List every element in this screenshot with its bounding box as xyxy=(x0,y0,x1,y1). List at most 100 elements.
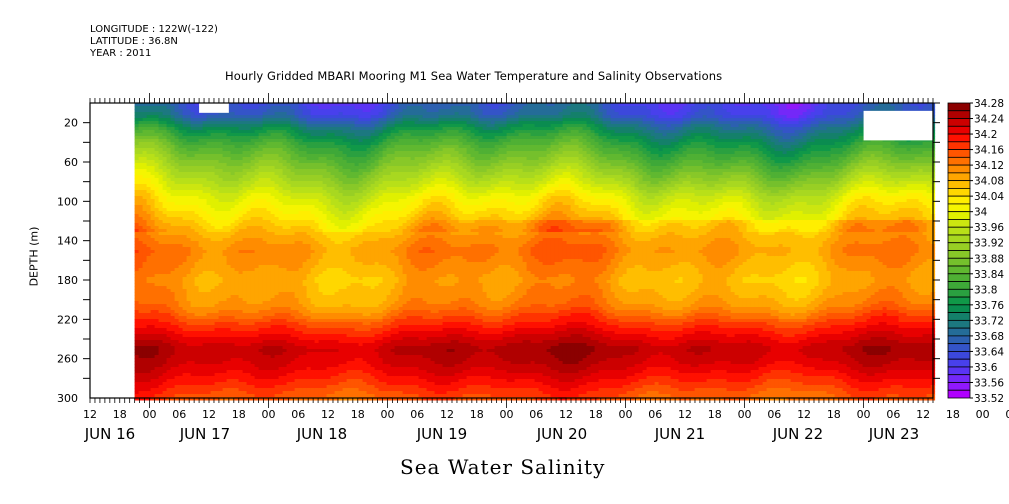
heatmap-cell xyxy=(171,256,176,260)
heatmap-cell xyxy=(259,217,264,221)
heatmap-cell xyxy=(279,121,284,125)
heatmap-cell xyxy=(175,289,180,293)
heatmap-cell xyxy=(311,148,316,152)
heatmap-cell xyxy=(295,193,300,197)
heatmap-cell xyxy=(315,247,320,251)
heatmap-cell xyxy=(243,331,248,335)
heatmap-cell xyxy=(151,283,156,287)
heatmap-cell xyxy=(227,154,232,158)
heatmap-cell xyxy=(135,355,140,359)
heatmap-cell xyxy=(219,382,224,386)
heatmap-cell xyxy=(295,358,300,362)
heatmap-cell xyxy=(167,139,172,143)
heatmap-cell xyxy=(223,175,228,179)
heatmap-cell xyxy=(171,316,176,320)
heatmap-cell xyxy=(291,358,296,362)
heatmap-cell xyxy=(175,343,180,347)
heatmap-cell xyxy=(327,166,332,170)
heatmap-cell xyxy=(167,274,172,278)
heatmap-cell xyxy=(155,157,160,161)
heatmap-cell xyxy=(163,337,168,341)
heatmap-cell xyxy=(159,160,164,164)
heatmap-cell xyxy=(295,313,300,317)
heatmap-cell xyxy=(235,178,240,182)
heatmap-cell xyxy=(155,130,160,134)
heatmap-cell xyxy=(287,325,292,329)
heatmap-cell xyxy=(255,322,260,326)
heatmap-cell xyxy=(167,334,172,338)
heatmap-cell xyxy=(283,190,288,194)
heatmap-cell xyxy=(187,304,192,308)
heatmap-cell xyxy=(287,367,292,371)
heatmap-cell xyxy=(327,235,332,239)
heatmap-cell xyxy=(227,322,232,326)
heatmap-cell xyxy=(203,331,208,335)
heatmap-cell xyxy=(143,319,148,323)
heatmap-cell xyxy=(263,370,268,374)
heatmap-cell xyxy=(159,118,164,122)
heatmap-cell xyxy=(267,391,272,395)
heatmap-cell xyxy=(191,292,196,296)
heatmap-cell xyxy=(319,244,324,248)
heatmap-cell xyxy=(139,262,144,266)
heatmap-cell xyxy=(311,106,316,110)
heatmap-cell xyxy=(239,223,244,227)
heatmap-cell xyxy=(203,196,208,200)
heatmap-cell xyxy=(331,247,336,251)
heatmap-cell xyxy=(219,199,224,203)
heatmap-cell xyxy=(303,202,308,206)
heatmap-cell xyxy=(259,175,264,179)
heatmap-cell xyxy=(307,340,312,344)
heatmap-cell xyxy=(215,370,220,374)
heatmap-cell xyxy=(199,310,204,314)
heatmap-cell xyxy=(175,226,180,230)
heatmap-cell xyxy=(235,148,240,152)
heatmap-cell xyxy=(223,172,228,176)
heatmap-cell xyxy=(199,169,204,173)
heatmap-cell xyxy=(287,223,292,227)
heatmap-cell xyxy=(151,367,156,371)
heatmap-cell xyxy=(203,385,208,389)
heatmap-cell xyxy=(267,193,272,197)
heatmap-cell xyxy=(311,319,316,323)
heatmap-cell xyxy=(207,307,212,311)
heatmap-cell xyxy=(155,328,160,332)
heatmap-cell xyxy=(267,211,272,215)
heatmap-cell xyxy=(171,355,176,359)
heatmap-cell xyxy=(227,283,232,287)
heatmap-cell xyxy=(287,193,292,197)
heatmap-cell xyxy=(179,157,184,161)
heatmap-cell xyxy=(143,364,148,368)
heatmap-cell xyxy=(211,154,216,158)
heatmap-cell xyxy=(135,391,140,395)
heatmap-cell xyxy=(283,319,288,323)
heatmap-cell xyxy=(311,157,316,161)
heatmap-cell xyxy=(155,268,160,272)
heatmap-cell xyxy=(179,355,184,359)
heatmap-cell xyxy=(155,145,160,149)
heatmap-cell xyxy=(267,385,272,389)
heatmap-cell xyxy=(299,325,304,329)
heatmap-cell xyxy=(287,166,292,170)
heatmap-cell xyxy=(295,259,300,263)
heatmap-cell xyxy=(327,226,332,230)
heatmap-cell xyxy=(239,196,244,200)
heatmap-cell xyxy=(315,307,320,311)
heatmap-cell xyxy=(223,241,228,245)
heatmap-cell xyxy=(299,367,304,371)
heatmap-cell xyxy=(215,277,220,281)
heatmap-cell xyxy=(231,121,236,125)
heatmap-cell xyxy=(267,346,272,350)
heatmap-cell xyxy=(319,139,324,143)
heatmap-cell xyxy=(331,238,336,242)
heatmap-cell xyxy=(143,226,148,230)
heatmap-cell xyxy=(275,268,280,272)
heatmap-cell xyxy=(139,169,144,173)
heatmap-cell xyxy=(215,364,220,368)
heatmap-cell xyxy=(283,298,288,302)
heatmap-cell xyxy=(255,286,260,290)
heatmap-cell xyxy=(135,220,140,224)
heatmap-cell xyxy=(335,166,340,170)
heatmap-cell xyxy=(143,328,148,332)
heatmap-cell xyxy=(251,157,256,161)
